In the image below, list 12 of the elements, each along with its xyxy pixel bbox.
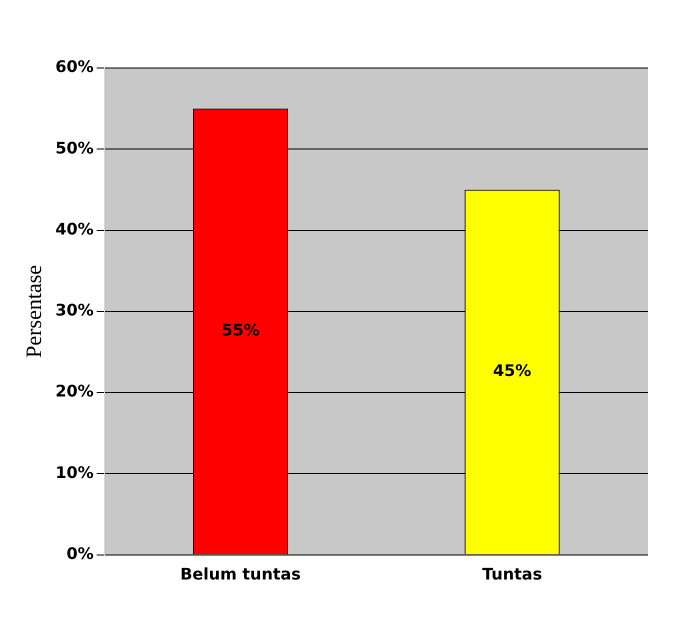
y-axis-title: Persentase [20,264,46,358]
y-tick-label: 30% [55,300,94,320]
y-tick-label: 10% [55,462,94,482]
x-tick-label: Belum tuntas [180,564,301,584]
y-tick-label: 60% [55,57,94,76]
y-tick-label: 0% [66,544,94,563]
x-tick-label: Tuntas [482,564,542,584]
y-tick-label: 40% [55,219,94,238]
y-tick-label: 20% [55,382,94,401]
data-label: 45% [493,361,532,380]
y-tick-label: 50% [55,138,94,158]
data-label: 55% [221,320,260,340]
